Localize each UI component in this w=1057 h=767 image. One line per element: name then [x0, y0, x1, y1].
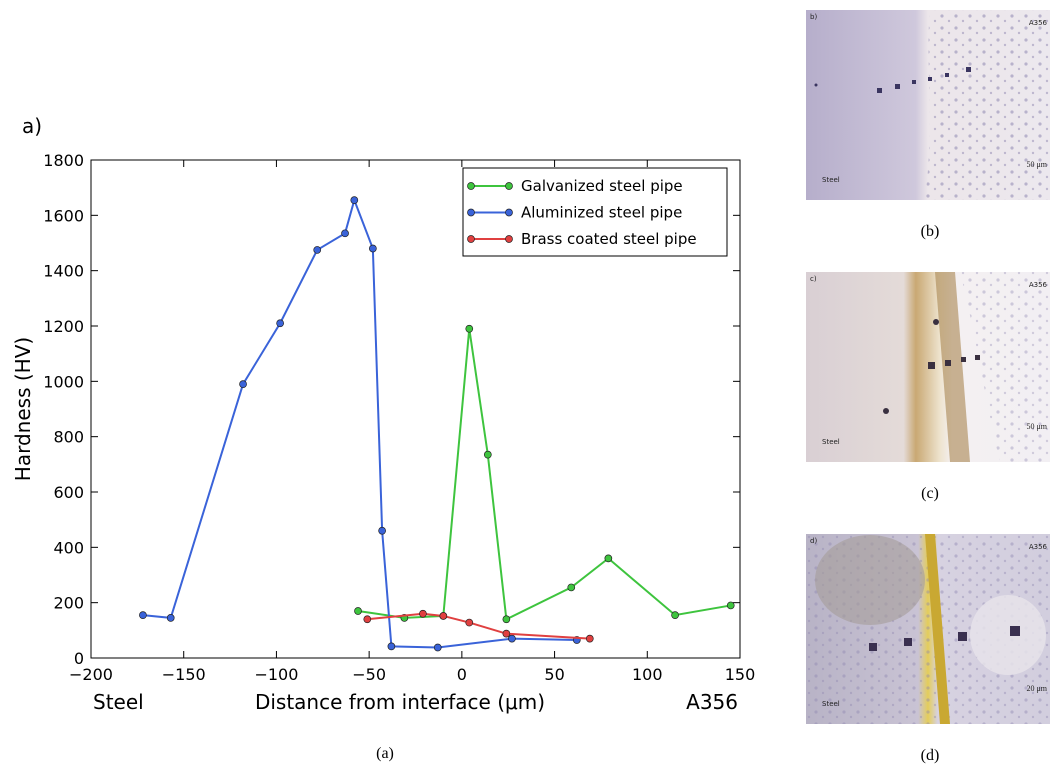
image-label: d) [810, 537, 817, 545]
point [387, 642, 396, 651]
y-tick-label: 1000 [43, 372, 84, 391]
legend-marker [505, 182, 513, 190]
image-material: Steel [822, 438, 840, 446]
point [483, 450, 492, 459]
point [604, 554, 613, 563]
series-line [367, 612, 590, 640]
y-tick-label: 200 [53, 594, 84, 613]
y-axis-label: Hardness (HV) [11, 337, 35, 481]
point [139, 611, 147, 619]
x-tick-label: 0 [457, 665, 467, 684]
point [567, 583, 576, 592]
micrograph-d [806, 534, 1050, 724]
micrograph-b [806, 10, 1050, 200]
y-tick-label: 1200 [43, 317, 84, 336]
point [166, 614, 175, 622]
image-scale: 50 μm [1026, 160, 1047, 169]
point [350, 196, 359, 204]
point [502, 629, 511, 638]
image-material: A356 [1029, 19, 1048, 27]
point [508, 634, 516, 643]
y-tick-label: 0 [74, 649, 84, 668]
y-tick-label: 600 [53, 483, 84, 502]
left-note: Steel [93, 690, 144, 714]
point [465, 324, 474, 333]
series-line [142, 196, 577, 649]
plot-frame [90, 159, 741, 659]
point [341, 229, 349, 238]
legend-marker [467, 208, 475, 217]
image-label: b) [810, 13, 817, 21]
y-tick-label: 1600 [43, 206, 84, 225]
image-scale: 20 μm [1026, 684, 1047, 693]
point [276, 319, 284, 328]
image-caption: (c) [921, 485, 939, 502]
point [239, 380, 247, 388]
legend-marker [467, 182, 475, 190]
image-label: c) [810, 275, 817, 283]
legend-label: Galvanized steel pipe [521, 177, 683, 195]
micrograph-c [806, 272, 1050, 462]
y-tick-label: 400 [53, 538, 84, 557]
image-caption: (b) [921, 223, 940, 240]
point [671, 611, 679, 619]
image-material: A356 [1029, 281, 1048, 289]
x-axis-label: Distance from interface (μm) [255, 690, 545, 714]
image-scale: 50 μm [1026, 422, 1047, 431]
point [354, 607, 362, 615]
legend-label: Brass coated steel pipe [521, 230, 697, 248]
point [465, 618, 474, 627]
panel-label: a) [22, 114, 42, 138]
point [585, 634, 594, 643]
point [378, 526, 386, 535]
right-note: A356 [686, 690, 738, 714]
y-tick-label: 1400 [43, 262, 84, 281]
x-tick-label: −150 [162, 665, 206, 684]
caption: (a) [376, 745, 394, 762]
point [433, 643, 442, 652]
legend-marker [467, 235, 475, 243]
point [313, 246, 322, 254]
x-tick-label: 50 [544, 665, 564, 684]
x-tick-label: 150 [725, 665, 756, 684]
x-tick-label: 100 [632, 665, 663, 684]
point [363, 615, 372, 624]
point [726, 601, 735, 610]
x-tick-label: −100 [254, 665, 298, 684]
y-tick-label: 800 [53, 428, 84, 447]
series-line [357, 328, 731, 621]
point [502, 615, 511, 624]
legend-marker [505, 235, 513, 243]
legend-label: Aluminized steel pipe [521, 204, 682, 222]
x-tick-label: −50 [352, 665, 386, 684]
point [439, 612, 448, 620]
image-material: A356 [1029, 543, 1048, 551]
legend-marker [505, 208, 513, 217]
image-material: Steel [822, 176, 840, 184]
y-tick-label: 1800 [43, 151, 84, 170]
image-caption: (d) [921, 747, 940, 764]
x-tick-label: −200 [69, 665, 113, 684]
point [419, 609, 427, 618]
image-material: Steel [822, 700, 840, 708]
point [369, 244, 377, 253]
